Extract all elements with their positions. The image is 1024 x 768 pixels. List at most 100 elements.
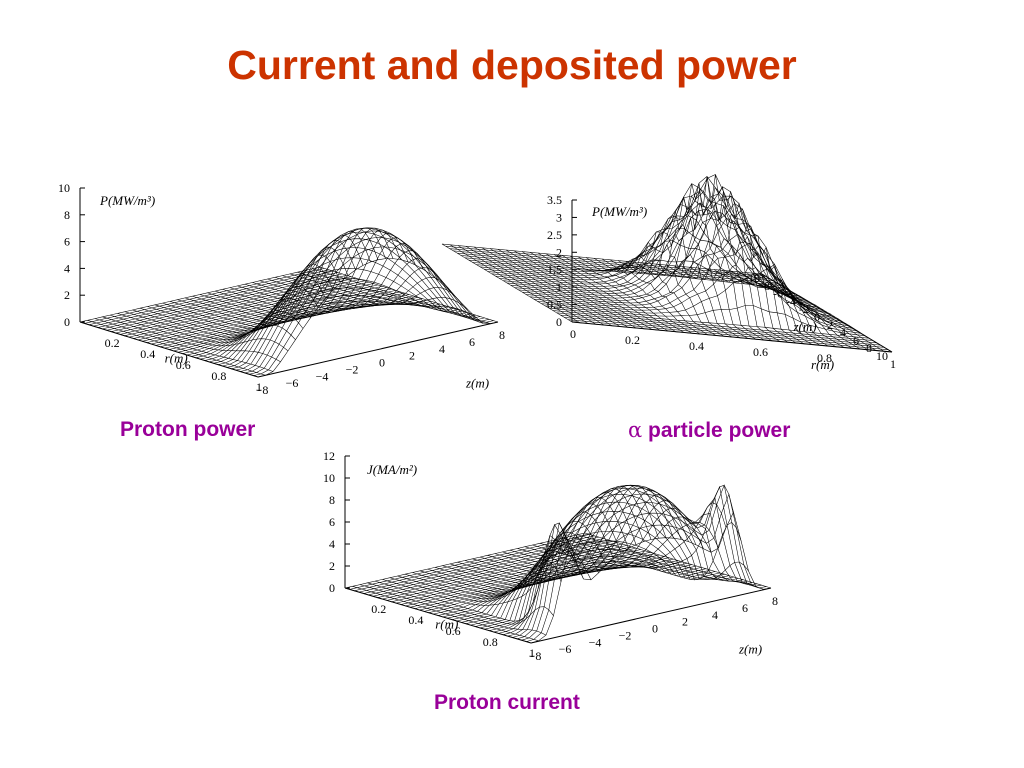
value-axis-tick-label: 2.5 <box>547 228 562 242</box>
z-axis-tick-label: 8 <box>772 594 778 608</box>
surface-mesh-line <box>192 230 371 322</box>
r-axis-label: r(m) <box>435 617 458 632</box>
value-axis-tick-label: 4 <box>329 537 335 551</box>
surface-mesh-line <box>577 534 764 590</box>
surface-mesh-line <box>556 312 877 344</box>
z-axis-tick-label: 8 <box>866 341 872 355</box>
surface-mesh-line <box>547 484 734 568</box>
surface-mesh-line <box>214 227 394 317</box>
z-axis-tick-label: 4 <box>840 326 846 340</box>
surface-mesh-line <box>267 267 446 307</box>
z-axis-line <box>530 587 772 644</box>
z-axis-line <box>257 321 499 378</box>
surface-mesh-line <box>207 227 386 319</box>
z-axis-tick-label: 2 <box>409 349 415 363</box>
surface-mesh-line <box>472 240 793 293</box>
r-axis-label: r(m) <box>165 351 188 366</box>
surface-mesh-line <box>374 563 562 622</box>
z-axis-tick-label: 2 <box>682 615 688 629</box>
surface-mesh-line <box>289 273 469 310</box>
value-axis-tick-label: 4 <box>64 261 70 275</box>
surface-mesh-line <box>237 237 416 313</box>
surface-mesh-line <box>410 552 651 608</box>
surface-mesh-line <box>472 484 659 580</box>
surface-mesh-line <box>184 234 364 324</box>
surface-mesh-line <box>259 258 439 308</box>
surface-mesh-line <box>437 560 679 616</box>
surface-mesh-line <box>461 255 782 286</box>
z-axis-tick-label: −8 <box>256 383 269 397</box>
surface-mesh-line <box>229 233 409 314</box>
alpha-caption-text: particle power <box>648 419 791 442</box>
surface-mesh-line <box>503 199 824 311</box>
z-axis-tick-label: 10 <box>876 349 888 363</box>
proton-power-surface-plot: 0 2 4 6 8 10 P(MW/m³) 0.2 0.4 0.6 0.8 1−8 −6 −4 −2 0 2 4 6… <box>58 181 505 397</box>
z-axis-tick-label: −4 <box>316 369 329 383</box>
surface-mesh-line <box>304 270 484 324</box>
surface-mesh-line <box>457 252 778 284</box>
z-axis-tick-label: −2 <box>619 628 632 642</box>
value-axis-tick-label: 2 <box>329 559 335 573</box>
surface-mesh-line <box>487 486 674 577</box>
surface-mesh-line <box>517 507 704 571</box>
r-axis-tick-label: 0.4 <box>408 613 423 627</box>
surface-mesh-line <box>584 532 772 589</box>
surface-mesh-line <box>419 521 607 593</box>
surface-mesh-line <box>484 202 805 299</box>
slide-title: Current and deposited power <box>227 42 797 88</box>
r-axis-tick-label: 0 <box>570 327 576 341</box>
value-axis-tick-label: 0 <box>64 315 70 329</box>
surface-mesh-line <box>117 313 296 343</box>
surface-mesh-line <box>571 321 893 353</box>
z-axis-tick-label: −8 <box>529 649 542 663</box>
surface-mesh-line <box>162 254 341 330</box>
value-axis-label: P(MW/m³) <box>99 193 155 208</box>
r-axis-tick-label: 0.8 <box>211 369 226 383</box>
surface-mesh-line <box>568 319 889 350</box>
value-axis-tick-label: 1 <box>556 280 562 294</box>
z-axis-tick-label: 6 <box>853 333 859 347</box>
value-axis-tick-label: 10 <box>323 471 335 485</box>
z-axis-tick-label: 6 <box>469 335 475 349</box>
surface-mesh-line <box>464 257 785 289</box>
value-axis-tick-label: 8 <box>329 493 335 507</box>
surface-mesh-line <box>518 203 839 320</box>
r-axis-tick-label: 0.6 <box>446 624 461 638</box>
surface-mesh-line <box>510 193 831 315</box>
surface-mesh-line <box>244 243 424 311</box>
value-axis-label: P(MW/m³) <box>591 204 647 219</box>
surface-mesh-line <box>499 174 820 308</box>
surface-mesh-line <box>539 502 727 568</box>
surface-mesh-line <box>541 279 862 334</box>
surface-mesh-line <box>389 536 577 602</box>
z-axis-tick-label: 0 <box>652 622 658 636</box>
surface-mesh-line <box>537 270 858 332</box>
value-axis-tick-label: 6 <box>64 235 70 249</box>
alpha-symbol: α <box>628 418 643 442</box>
r-axis-tick-label: 0.2 <box>371 602 386 616</box>
surface-mesh-line <box>445 246 766 277</box>
value-axis-tick-label: 10 <box>58 181 70 195</box>
r-axis-tick-label: 1 <box>890 357 896 371</box>
r-axis-tick-label: 1 <box>529 646 535 660</box>
surface-mesh-line <box>282 275 461 305</box>
surface-mesh-line <box>319 266 499 323</box>
surface-mesh-line <box>297 271 476 318</box>
r-axis-tick-label: 0.6 <box>176 358 191 372</box>
r-axis-label: r(m) <box>811 357 834 372</box>
surface-mesh-line <box>404 544 592 597</box>
r-axis-tick-label: 0.8 <box>483 635 498 649</box>
surface-mesh-line <box>274 276 454 306</box>
value-axis-label: J(MA/m²) <box>367 462 417 477</box>
surface-mesh-line <box>199 228 379 321</box>
surface-mesh-line <box>479 511 720 629</box>
z-axis-tick-label: −4 <box>589 635 602 649</box>
surface-mesh-line <box>94 318 274 372</box>
surface-mesh-line <box>447 562 688 619</box>
surface-mesh-line <box>222 229 401 316</box>
surface-mesh-line <box>252 250 431 310</box>
surface-mesh-line <box>154 264 334 332</box>
value-axis-tick-label: 8 <box>64 208 70 222</box>
z-axis-tick-label: 6 <box>742 601 748 615</box>
surface-mesh-line <box>560 314 881 346</box>
